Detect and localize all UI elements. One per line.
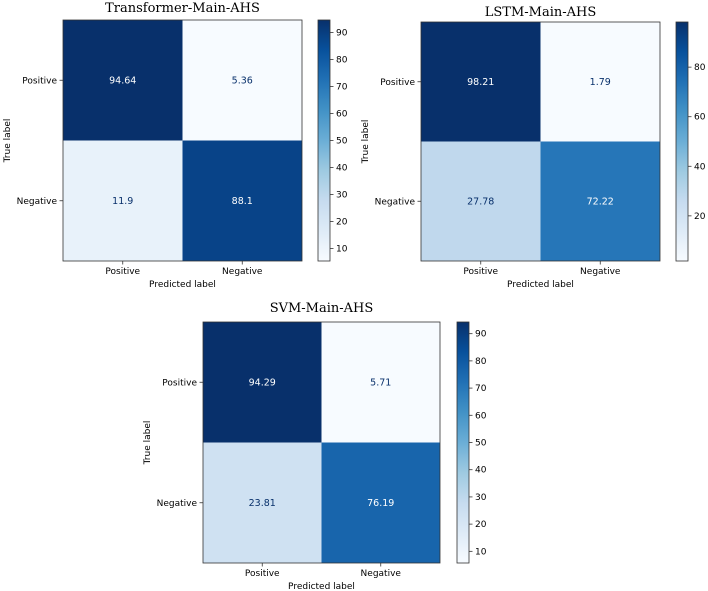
cell-label-transformer-main-ahs-r0-c1: 5.36 (232, 75, 253, 86)
colorbar-tick-label-svm-main-ahs-1: 20 (475, 520, 487, 530)
colorbar-tick-label-transformer-main-ahs-0: 10 (336, 244, 348, 254)
colorbar-tick-label-transformer-main-ahs-6: 70 (336, 83, 348, 93)
plot-frame-lstm-main-ahs (420, 21, 661, 262)
cell-label-svm-main-ahs-r0-c0: 94.29 (249, 377, 276, 388)
plot-frame-transformer-main-ahs (62, 19, 303, 262)
colorbar-tick-label-lstm-main-ahs-3: 80 (694, 63, 706, 73)
cell-label-lstm-main-ahs-r0-c0: 98.21 (467, 77, 494, 88)
colorbar-tick-label-svm-main-ahs-7: 80 (475, 357, 487, 367)
colorbar-tick-label-svm-main-ahs-6: 70 (475, 384, 487, 394)
y-tick-label-lstm-main-ahs-0: Positive (380, 78, 415, 88)
x-axis-label-transformer-main-ahs: Predicted label (149, 280, 216, 290)
colorbar-tick-label-transformer-main-ahs-1: 20 (336, 217, 348, 227)
colorbar-transformer-main-ahs (317, 19, 331, 262)
y-tick-label-transformer-main-ahs-1: Negative (17, 197, 58, 207)
cell-label-svm-main-ahs-r0-c1: 5.71 (370, 377, 391, 388)
cell-label-lstm-main-ahs-r0-c1: 1.79 (590, 77, 611, 88)
colorbar-tick-label-svm-main-ahs-3: 40 (475, 466, 487, 476)
colorbar-tick-label-transformer-main-ahs-5: 60 (336, 110, 348, 120)
colorbar-tick-label-svm-main-ahs-0: 10 (475, 547, 487, 557)
colorbar-tick-label-svm-main-ahs-5: 60 (475, 411, 487, 421)
colorbar-tick-label-transformer-main-ahs-4: 50 (336, 137, 348, 147)
colorbar-tick-label-lstm-main-ahs-1: 40 (694, 162, 706, 172)
chart-title-lstm-main-ahs: LSTM-Main-AHS (485, 5, 597, 20)
cell-label-transformer-main-ahs-r0-c0: 94.64 (109, 75, 136, 86)
cell-transformer-main-ahs-r1-c0 (63, 140, 183, 261)
x-tick-label-svm-main-ahs-1: Negative (361, 569, 402, 579)
x-tick-label-transformer-main-ahs-1: Negative (222, 267, 263, 277)
colorbar-tick-label-transformer-main-ahs-8: 90 (336, 29, 348, 39)
cell-lstm-main-ahs-r0-c1 (540, 22, 660, 142)
colorbar-tick-label-transformer-main-ahs-2: 30 (336, 190, 348, 200)
cell-svm-main-ahs-r0-c0 (203, 322, 322, 443)
cell-label-transformer-main-ahs-r1-c1: 88.1 (232, 196, 253, 207)
y-tick-label-svm-main-ahs-1: Negative (157, 499, 198, 509)
cell-transformer-main-ahs-r0-c0 (63, 20, 183, 141)
colorbar-tick-label-svm-main-ahs-2: 30 (475, 493, 487, 503)
cell-label-svm-main-ahs-r1-c1: 76.19 (367, 498, 394, 509)
y-axis-label-svm-main-ahs: True label (143, 421, 153, 466)
cell-lstm-main-ahs-r0-c0 (421, 22, 541, 142)
cell-label-lstm-main-ahs-r1-c0: 27.78 (467, 196, 494, 207)
colorbar-tick-label-lstm-main-ahs-2: 60 (694, 113, 706, 123)
x-tick-label-lstm-main-ahs-0: Positive (463, 267, 498, 277)
colorbar-tick-label-transformer-main-ahs-7: 80 (336, 56, 348, 66)
chart-title-svm-main-ahs: SVM-Main-AHS (270, 301, 374, 316)
y-axis-label-lstm-main-ahs: True label (361, 120, 371, 165)
chart-title-transformer-main-ahs: Transformer-Main-AHS (105, 1, 260, 16)
cell-transformer-main-ahs-r0-c1 (182, 20, 302, 141)
y-tick-label-lstm-main-ahs-1: Negative (375, 197, 416, 207)
colorbar-tick-label-lstm-main-ahs-0: 20 (694, 212, 706, 222)
cell-label-svm-main-ahs-r1-c0: 23.81 (249, 498, 276, 509)
y-axis-label-transformer-main-ahs: True label (3, 119, 13, 164)
cell-label-transformer-main-ahs-r1-c0: 11.9 (112, 196, 133, 207)
cell-transformer-main-ahs-r1-c1 (182, 140, 302, 261)
colorbar-svm-main-ahs (456, 321, 470, 564)
x-axis-label-lstm-main-ahs: Predicted label (507, 280, 574, 290)
cell-svm-main-ahs-r1-c0 (203, 442, 322, 563)
cell-label-lstm-main-ahs-r1-c1: 72.22 (587, 196, 614, 207)
x-tick-label-transformer-main-ahs-0: Positive (105, 267, 140, 277)
colorbar-tick-label-svm-main-ahs-4: 50 (475, 439, 487, 449)
cell-svm-main-ahs-r1-c1 (321, 442, 440, 563)
y-tick-label-svm-main-ahs-0: Positive (162, 378, 197, 388)
x-tick-label-svm-main-ahs-0: Positive (245, 569, 280, 579)
plot-frame-svm-main-ahs (202, 321, 441, 564)
x-axis-label-svm-main-ahs: Predicted label (288, 582, 355, 591)
colorbar-lstm-main-ahs (675, 21, 689, 262)
cell-lstm-main-ahs-r1-c1 (540, 141, 660, 261)
cell-svm-main-ahs-r0-c1 (321, 322, 440, 443)
y-tick-label-transformer-main-ahs-0: Positive (22, 76, 57, 86)
colorbar-tick-label-transformer-main-ahs-3: 40 (336, 163, 348, 173)
x-tick-label-lstm-main-ahs-1: Negative (580, 267, 621, 277)
cell-lstm-main-ahs-r1-c0 (421, 141, 541, 261)
colorbar-tick-label-svm-main-ahs-8: 90 (475, 330, 487, 340)
